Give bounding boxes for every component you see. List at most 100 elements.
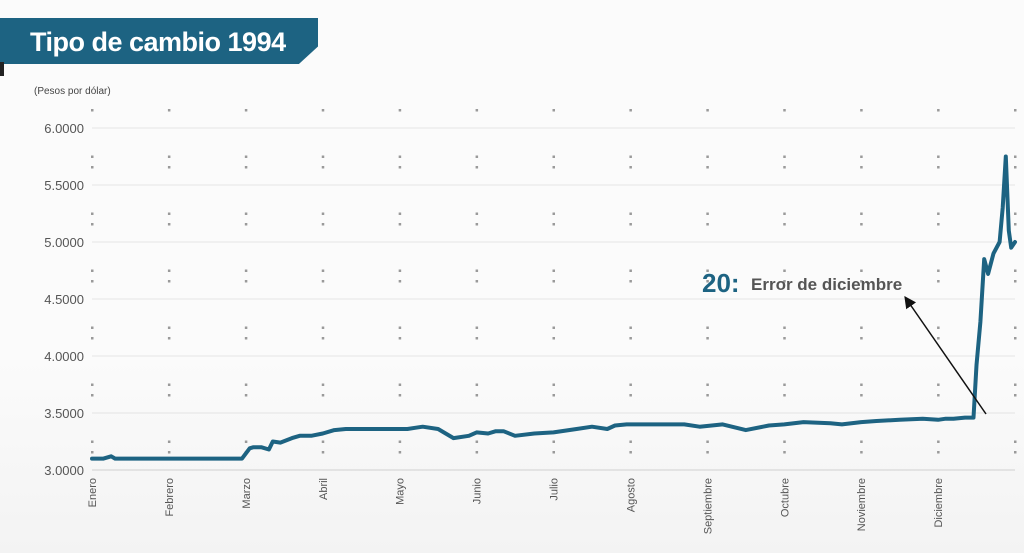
grid-dot bbox=[552, 280, 555, 283]
grid-dot bbox=[706, 212, 709, 215]
grid-dot bbox=[167, 166, 171, 169]
x-tick-label: Septiembre bbox=[702, 478, 714, 534]
grid-dot bbox=[783, 383, 786, 386]
grid-dot bbox=[475, 269, 479, 272]
grid-dot bbox=[398, 109, 402, 112]
y-tick-label: 5.5000 bbox=[44, 178, 84, 193]
grid-dot bbox=[1014, 280, 1017, 283]
grid-dot bbox=[244, 212, 248, 215]
grid-dot bbox=[706, 109, 709, 112]
grid-dot bbox=[398, 383, 402, 386]
grid-dot bbox=[167, 155, 171, 158]
grid-dot bbox=[475, 155, 479, 158]
x-tick-label: Agosto bbox=[625, 478, 637, 512]
grid-dot bbox=[321, 440, 325, 443]
grid-dot bbox=[629, 269, 632, 272]
grid-dot bbox=[475, 166, 479, 169]
grid-dot bbox=[244, 326, 248, 329]
grid-dot bbox=[860, 166, 863, 169]
grid-dot bbox=[398, 166, 402, 169]
grid-dot bbox=[321, 155, 325, 158]
grid-dot bbox=[1014, 440, 1017, 443]
grid-dot bbox=[783, 155, 786, 158]
y-tick-label: 5.0000 bbox=[44, 235, 84, 250]
grid-dot bbox=[244, 223, 248, 226]
grid-dot bbox=[1014, 337, 1017, 340]
grid-dot bbox=[167, 326, 171, 329]
grid-dot bbox=[321, 451, 325, 454]
grid-dot bbox=[783, 394, 786, 397]
grid-dot bbox=[91, 166, 94, 169]
grid-dot bbox=[91, 269, 94, 272]
grid-dot bbox=[552, 337, 555, 340]
x-tick-label: Julio bbox=[549, 478, 561, 501]
grid-dot bbox=[398, 212, 402, 215]
annotation-arrow bbox=[904, 296, 987, 415]
grid-dot bbox=[629, 166, 632, 169]
grid-dot bbox=[398, 394, 402, 397]
chart-title: Tipo de cambio 1994 bbox=[30, 27, 286, 57]
grid-dot bbox=[629, 212, 632, 215]
grid-dot bbox=[398, 280, 402, 283]
grid-dot bbox=[706, 337, 709, 340]
grid-dot bbox=[1014, 155, 1017, 158]
grid-dot bbox=[398, 326, 402, 329]
x-tick-label: Enero bbox=[87, 478, 99, 507]
grid-dot bbox=[552, 109, 555, 112]
grid-dot bbox=[91, 155, 94, 158]
grid-dot bbox=[629, 440, 632, 443]
grid-dot bbox=[937, 440, 940, 443]
grid-dot bbox=[1014, 383, 1017, 386]
grid-dot bbox=[475, 440, 479, 443]
grid-dot bbox=[860, 212, 863, 215]
grid-dot bbox=[167, 394, 171, 397]
grid-dot bbox=[475, 337, 479, 340]
grid-dot bbox=[167, 223, 171, 226]
grid-dot bbox=[706, 451, 709, 454]
grid-dot bbox=[321, 166, 325, 169]
bottom-shade bbox=[0, 360, 1024, 553]
grid-dot bbox=[475, 383, 479, 386]
grid-dot bbox=[167, 269, 171, 272]
grid-dot bbox=[629, 451, 632, 454]
grid-dot bbox=[860, 109, 863, 112]
grid-dot bbox=[475, 326, 479, 329]
grid-dot bbox=[937, 269, 940, 272]
y-tick-label: 6.0000 bbox=[44, 121, 84, 136]
grid-dot bbox=[783, 451, 786, 454]
grid-dot bbox=[91, 451, 94, 454]
grid-dot bbox=[860, 451, 863, 454]
grid-dot bbox=[1014, 212, 1017, 215]
annotation: 20: Error de diciembre bbox=[702, 268, 987, 415]
y-axis-ticks: 3.0000 3.5000 4.0000 4.5000 5.0000 5.5000 6.00… bbox=[44, 121, 84, 478]
grid-dot bbox=[91, 212, 94, 215]
y-tick-label: 4.0000 bbox=[44, 349, 84, 364]
grid-dot bbox=[1014, 223, 1017, 226]
grid-dot bbox=[860, 280, 863, 283]
grid-dot bbox=[398, 269, 402, 272]
y-tick-label: 3.0000 bbox=[44, 463, 84, 478]
y-tick-label: 4.5000 bbox=[44, 292, 84, 307]
grid-dot bbox=[860, 440, 863, 443]
left-edge-marker bbox=[0, 62, 4, 76]
grid-dot bbox=[783, 269, 786, 272]
grid-dot bbox=[321, 269, 325, 272]
grid-dot bbox=[321, 223, 325, 226]
grid-dot bbox=[167, 383, 171, 386]
grid-dot bbox=[552, 383, 555, 386]
y-tick-label: 3.5000 bbox=[44, 406, 84, 421]
grid-dot bbox=[321, 383, 325, 386]
grid-dot bbox=[937, 212, 940, 215]
grid-dot bbox=[475, 280, 479, 283]
y-axis-label: (Pesos por dólar) bbox=[34, 86, 111, 97]
grid-dot bbox=[706, 394, 709, 397]
gridlines bbox=[92, 127, 1015, 471]
grid-dot bbox=[552, 269, 555, 272]
grid-dot bbox=[398, 440, 402, 443]
grid-dot bbox=[783, 440, 786, 443]
grid-dot bbox=[706, 155, 709, 158]
grid-dot bbox=[629, 155, 632, 158]
grid-dot bbox=[706, 440, 709, 443]
grid-dot bbox=[167, 109, 171, 112]
